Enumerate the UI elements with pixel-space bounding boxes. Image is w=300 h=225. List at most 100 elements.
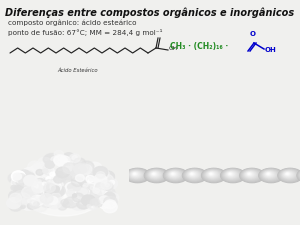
- Circle shape: [23, 176, 34, 185]
- Circle shape: [71, 197, 78, 203]
- Circle shape: [266, 173, 271, 176]
- Circle shape: [101, 197, 107, 201]
- Circle shape: [205, 170, 221, 180]
- Circle shape: [51, 199, 55, 202]
- Circle shape: [65, 174, 72, 180]
- Circle shape: [27, 179, 34, 184]
- Circle shape: [227, 172, 235, 176]
- Circle shape: [145, 169, 167, 182]
- Circle shape: [92, 199, 100, 205]
- Circle shape: [60, 156, 70, 164]
- Circle shape: [62, 164, 74, 173]
- Circle shape: [102, 176, 111, 183]
- Circle shape: [104, 196, 117, 207]
- Circle shape: [67, 181, 82, 192]
- Circle shape: [101, 193, 109, 199]
- Circle shape: [13, 186, 20, 191]
- Circle shape: [26, 190, 40, 201]
- Circle shape: [279, 169, 300, 181]
- Circle shape: [72, 169, 86, 180]
- Circle shape: [88, 200, 96, 207]
- Circle shape: [202, 169, 225, 182]
- Circle shape: [11, 178, 22, 187]
- Circle shape: [153, 173, 154, 174]
- Circle shape: [189, 172, 196, 176]
- Circle shape: [12, 185, 20, 191]
- Circle shape: [247, 172, 253, 176]
- Circle shape: [94, 193, 100, 197]
- Circle shape: [248, 173, 250, 174]
- Circle shape: [58, 174, 67, 181]
- Circle shape: [104, 199, 113, 206]
- Circle shape: [206, 171, 218, 178]
- Circle shape: [128, 170, 146, 180]
- Circle shape: [268, 173, 269, 174]
- Circle shape: [19, 171, 34, 183]
- Circle shape: [74, 199, 78, 202]
- Circle shape: [8, 200, 19, 209]
- Circle shape: [259, 169, 283, 182]
- Circle shape: [129, 171, 144, 179]
- Circle shape: [11, 195, 18, 200]
- Circle shape: [190, 173, 194, 175]
- Circle shape: [40, 196, 54, 207]
- Circle shape: [151, 172, 158, 176]
- Circle shape: [79, 180, 86, 185]
- Circle shape: [12, 177, 16, 180]
- Circle shape: [50, 172, 55, 176]
- Circle shape: [39, 178, 51, 188]
- Circle shape: [204, 170, 222, 180]
- Circle shape: [95, 169, 109, 179]
- Circle shape: [285, 172, 291, 176]
- Circle shape: [108, 192, 116, 198]
- Circle shape: [9, 201, 22, 211]
- Circle shape: [72, 155, 77, 160]
- Circle shape: [103, 201, 117, 213]
- Circle shape: [130, 171, 141, 178]
- Circle shape: [244, 171, 257, 179]
- Circle shape: [206, 171, 219, 179]
- Circle shape: [278, 168, 300, 183]
- Circle shape: [208, 172, 216, 177]
- Circle shape: [248, 173, 250, 175]
- Circle shape: [80, 161, 94, 172]
- Circle shape: [73, 174, 77, 177]
- Circle shape: [76, 188, 90, 199]
- Circle shape: [226, 171, 237, 178]
- Circle shape: [282, 171, 296, 179]
- Circle shape: [284, 172, 292, 177]
- Circle shape: [166, 170, 183, 180]
- Circle shape: [128, 170, 145, 180]
- Circle shape: [44, 155, 56, 165]
- Circle shape: [94, 174, 106, 184]
- Circle shape: [208, 172, 215, 176]
- Circle shape: [43, 197, 54, 206]
- Circle shape: [165, 169, 185, 181]
- Circle shape: [132, 172, 138, 176]
- Circle shape: [202, 169, 225, 182]
- Circle shape: [203, 169, 223, 181]
- Circle shape: [56, 167, 70, 178]
- Circle shape: [43, 169, 48, 173]
- Circle shape: [281, 170, 297, 180]
- Circle shape: [45, 188, 58, 199]
- Circle shape: [126, 169, 148, 182]
- Circle shape: [13, 187, 23, 194]
- Circle shape: [185, 170, 203, 180]
- Circle shape: [281, 170, 298, 180]
- Circle shape: [207, 171, 218, 178]
- Circle shape: [22, 175, 32, 184]
- Circle shape: [104, 178, 111, 183]
- Circle shape: [23, 182, 33, 189]
- Circle shape: [145, 169, 168, 182]
- Circle shape: [298, 169, 300, 182]
- Circle shape: [133, 173, 138, 176]
- Circle shape: [240, 168, 264, 183]
- Circle shape: [286, 173, 290, 175]
- Circle shape: [100, 184, 108, 191]
- Text: Ácido Esteárico: Ácido Esteárico: [58, 68, 98, 73]
- Circle shape: [88, 183, 98, 191]
- Circle shape: [33, 187, 38, 191]
- Circle shape: [12, 185, 21, 192]
- Circle shape: [171, 173, 175, 175]
